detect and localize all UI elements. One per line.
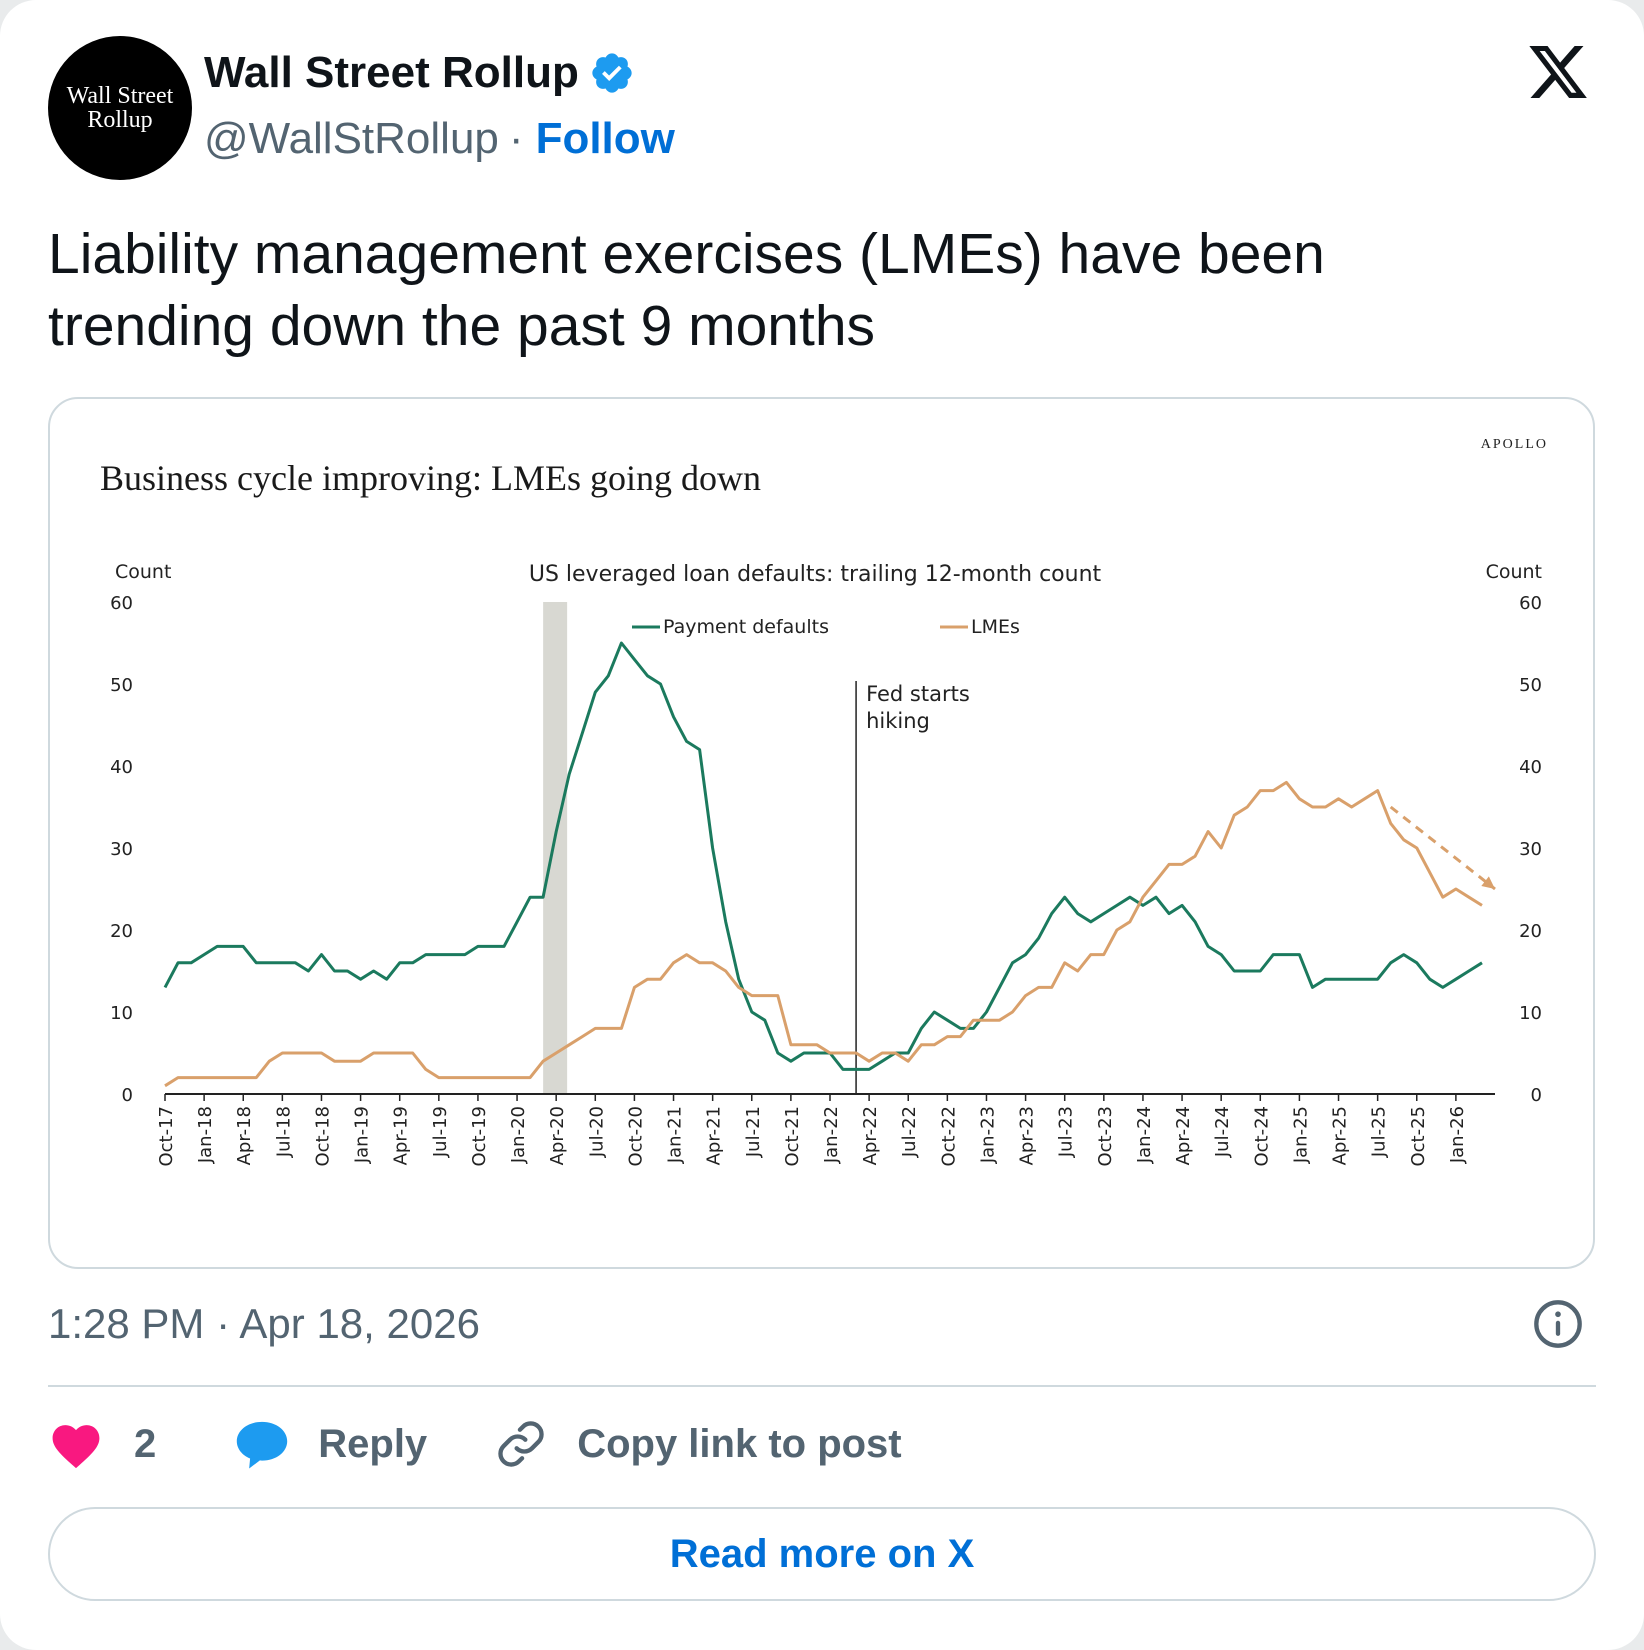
fed-annotation-line1: Fed starts <box>866 682 970 706</box>
lmes-trend-arrowhead <box>1481 876 1495 889</box>
x-tick-label: Jan-24 <box>1134 1106 1155 1164</box>
x-tick-label: Apr-24 <box>1173 1106 1194 1165</box>
payment-defaults-series-line <box>163 641 1483 1071</box>
read-more-button[interactable]: Read more on X <box>48 1507 1596 1601</box>
x-logo-icon[interactable] <box>1524 40 1592 104</box>
lmes-trend-arrow <box>1389 805 1496 891</box>
y-tick-label-right: 50 <box>1519 675 1542 696</box>
x-tick-label: Apr-25 <box>1330 1106 1351 1165</box>
x-tick-label: Apr-19 <box>391 1106 412 1165</box>
avatar-text-line2: Rollup <box>87 107 153 133</box>
x-tick-label: Jan-25 <box>1290 1106 1311 1164</box>
x-tick-label: Apr-21 <box>704 1106 725 1165</box>
x-tick-label: Jul-24 <box>1212 1106 1233 1158</box>
x-tick-label: Jul-20 <box>586 1106 607 1158</box>
heart-icon <box>52 1425 100 1469</box>
y-tick-label-left: 20 <box>110 921 133 942</box>
x-tick-label: Jan-19 <box>352 1106 373 1164</box>
reply-button[interactable]: Reply <box>234 1418 427 1470</box>
x-tick-label: Oct-23 <box>1095 1106 1116 1167</box>
y-tick-label-left: 0 <box>122 1085 133 1106</box>
legend-label-payment-defaults: Payment defaults <box>663 616 829 638</box>
x-tick-label: Jul-21 <box>743 1106 764 1158</box>
x-tick-label: Oct-25 <box>1408 1106 1429 1167</box>
y-axis-label-right: Count <box>1486 561 1542 583</box>
author-name-row: Wall Street Rollup <box>204 48 635 98</box>
y-tick-label-left: 10 <box>110 1003 133 1024</box>
x-tick-label: Jan-20 <box>508 1106 529 1164</box>
x-tick-label: Jan-18 <box>195 1106 216 1164</box>
x-tick-label: Jul-19 <box>430 1106 451 1158</box>
x-tick-label: Jul-18 <box>273 1106 294 1158</box>
tweet-text-line2: trending down the past 9 months <box>48 294 876 358</box>
lmes-series-line <box>164 780 1483 1088</box>
x-tick-label: Oct-22 <box>938 1106 959 1167</box>
x-tick-label: Oct-20 <box>625 1106 646 1167</box>
copy-link-label: Copy link to post <box>577 1421 902 1466</box>
y-tick-label-right: 20 <box>1519 921 1542 942</box>
action-bar: 2 Reply Copy link to post <box>48 1412 902 1476</box>
legend-label-lmes: LMEs <box>971 616 1020 638</box>
y-tick-label-right: 60 <box>1519 593 1542 614</box>
x-tick-label: Jul-25 <box>1369 1106 1390 1158</box>
author-handle-row: @WallStRollup · Follow <box>204 114 675 164</box>
y-tick-label-left: 40 <box>110 757 133 778</box>
recession-band <box>543 602 568 1094</box>
x-tick-label: Oct-21 <box>782 1106 803 1167</box>
y-tick-label-right: 40 <box>1519 757 1542 778</box>
x-tick-label: Jan-23 <box>977 1106 998 1164</box>
link-icon <box>498 1421 544 1467</box>
x-tick-label: Jul-23 <box>1056 1106 1077 1158</box>
y-tick-label-right: 10 <box>1519 1003 1542 1024</box>
y-tick-label-left: 60 <box>110 593 133 614</box>
verified-badge-icon <box>592 53 632 93</box>
tweet-text: Liability management exercises (LMEs) ha… <box>48 218 1568 362</box>
x-tick-label: Oct-18 <box>312 1106 333 1167</box>
handle-separator: · <box>508 114 524 163</box>
x-tick-label: Apr-22 <box>860 1106 881 1165</box>
fed-annotation-line2: hiking <box>866 709 930 733</box>
x-tick-label: Jan-22 <box>821 1106 842 1164</box>
x-tick-label: Apr-18 <box>234 1106 255 1165</box>
x-tick-label: Jan-26 <box>1447 1106 1468 1164</box>
x-tick-label: Oct-24 <box>1251 1106 1272 1167</box>
follow-button[interactable]: Follow <box>535 114 675 163</box>
chart-brand: APOLLO <box>1481 437 1548 452</box>
y-tick-label-left: 50 <box>110 675 133 696</box>
tweet-media-chart[interactable]: APOLLO Business cycle improving: LMEs goi… <box>48 397 1595 1269</box>
like-button[interactable]: 2 <box>48 1419 156 1469</box>
y-axis-label-left: Count <box>115 561 171 583</box>
y-tick-label-left: 30 <box>110 839 133 860</box>
avatar[interactable]: Wall Street Rollup <box>48 36 192 180</box>
author-name[interactable]: Wall Street Rollup <box>204 48 579 97</box>
tweet-timestamp[interactable]: 1:28 PM · Apr 18, 2026 <box>48 1300 480 1347</box>
avatar-text-line1: Wall Street <box>66 83 174 109</box>
chart-title: Business cycle improving: LMEs going dow… <box>100 458 761 498</box>
x-tick-label: Jan-21 <box>665 1106 686 1164</box>
author-handle[interactable]: @WallStRollup <box>204 114 499 163</box>
x-tick-label: Jul-22 <box>899 1106 920 1158</box>
y-tick-label-right: 30 <box>1519 839 1542 860</box>
chart-subtitle: US leveraged loan defaults: trailing 12-… <box>529 562 1102 587</box>
x-tick-label: Apr-20 <box>547 1106 568 1165</box>
divider <box>48 1385 1596 1387</box>
chart: APOLLO Business cycle improving: LMEs goi… <box>100 437 1548 1167</box>
tweet-text-line1: Liability management exercises (LMEs) ha… <box>48 222 1325 286</box>
like-count: 2 <box>134 1421 157 1466</box>
reply-label: Reply <box>318 1421 428 1466</box>
y-tick-label-right: 0 <box>1531 1085 1542 1106</box>
x-tick-label: Oct-19 <box>469 1106 490 1167</box>
x-tick-label: Apr-23 <box>1017 1106 1038 1165</box>
x-tick-label: Oct-17 <box>156 1106 177 1167</box>
info-icon[interactable] <box>1532 1298 1584 1350</box>
copy-link-button[interactable]: Copy link to post <box>495 1418 902 1470</box>
reply-bubble-icon <box>237 1421 288 1469</box>
